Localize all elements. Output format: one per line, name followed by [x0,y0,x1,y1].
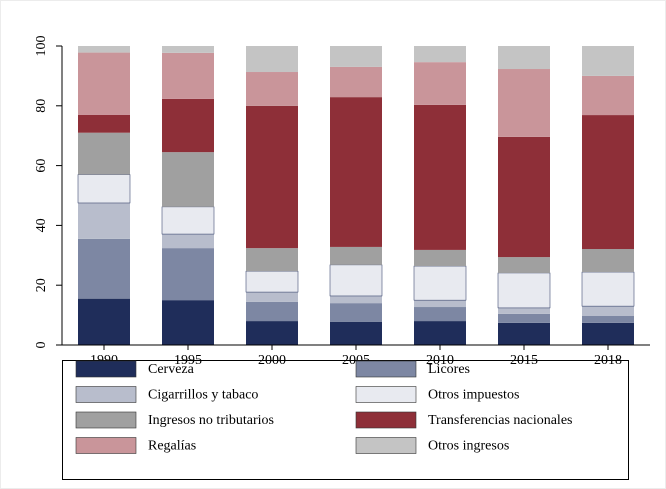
legend-label: Licores [428,362,470,377]
x-tick-label: 1995 [174,353,202,368]
bar-segment [330,46,382,67]
legend-label: Cerveza [148,362,195,377]
bar-segment [498,322,550,345]
bar-segment [330,97,382,247]
legend-label: Otros ingresos [428,439,509,454]
x-tick-label: 2000 [258,353,286,368]
bar-segment [330,246,382,265]
bar-segment [162,300,214,345]
y-tick-label: 20 [34,278,49,292]
bar-segment [498,46,550,70]
bar-segment [498,136,550,258]
bar-segment [414,46,466,63]
bar-segment [78,298,130,345]
bar-segment [582,306,634,316]
bar-segment [414,321,466,345]
bar-segment [246,72,298,106]
bar-segment [162,46,214,53]
bar-segment [330,66,382,98]
bar-segment [329,264,383,297]
legend-swatch [355,360,417,378]
bar-segment [498,257,550,273]
bar-segment [414,249,466,267]
bar-segment [162,98,214,153]
legend-label: Cigarrillos y tabaco [148,388,258,403]
y-tick-label: 60 [34,159,49,173]
bar-segment [161,206,215,235]
bar-segment [582,315,634,323]
bar-segment [498,69,550,137]
legend-label: Transferencias nacionales [428,413,572,428]
bar-segment [582,322,634,345]
bar-segment [330,321,382,345]
legend-label: Otros impuestos [428,388,519,403]
bar-segment [414,104,466,250]
bar-segment [246,292,298,302]
legend-swatch [355,437,417,454]
bar-segment [413,265,467,301]
legend-swatch [75,437,137,454]
bar-segment [246,46,298,73]
y-tick-label: 0 [34,342,49,349]
x-tick-label: 2010 [426,353,454,368]
x-tick-label: 2018 [594,353,622,368]
bar-segment [581,271,635,307]
legend-label: Regalías [148,439,196,454]
bar-segment [498,313,550,323]
bar-segment [78,52,130,115]
legend-swatch [75,360,137,378]
bar-segment [78,132,130,175]
bar-segment [246,301,298,322]
bar-segment [162,152,214,207]
bar-segment [162,248,214,301]
bar-segment [498,307,550,314]
bar-segment [78,202,130,239]
x-tick-label: 2015 [510,353,538,368]
bar-segment [162,234,214,249]
bar-segment [414,307,466,322]
legend-swatch [355,411,417,429]
legend-swatch [75,411,137,429]
bar-segment [246,321,298,345]
bar-segment [77,174,131,204]
bar-segment [497,272,551,309]
bar-segment [582,75,634,116]
bar-segment [582,46,634,76]
bar-segment [414,300,466,308]
bar-segment [330,303,382,322]
y-tick-label: 40 [34,218,49,232]
y-tick-label: 80 [34,99,49,113]
bar-segment [246,105,298,249]
bar-segment [330,295,382,304]
bar-segment [582,249,634,273]
legend-box [62,360,629,480]
legend-swatch [75,386,137,403]
bar-segment [78,114,130,133]
bar-segment [78,46,130,53]
y-tick-label: 100 [34,36,49,57]
legend-label: Ingresos no tributarios [148,413,274,428]
bar-segment [78,238,130,299]
bar-segment [582,115,634,250]
bar-segment [162,52,214,99]
bar-segment [414,62,466,105]
legend-swatch [355,386,417,403]
bar-segment [246,248,298,272]
bar-segment [245,270,299,293]
